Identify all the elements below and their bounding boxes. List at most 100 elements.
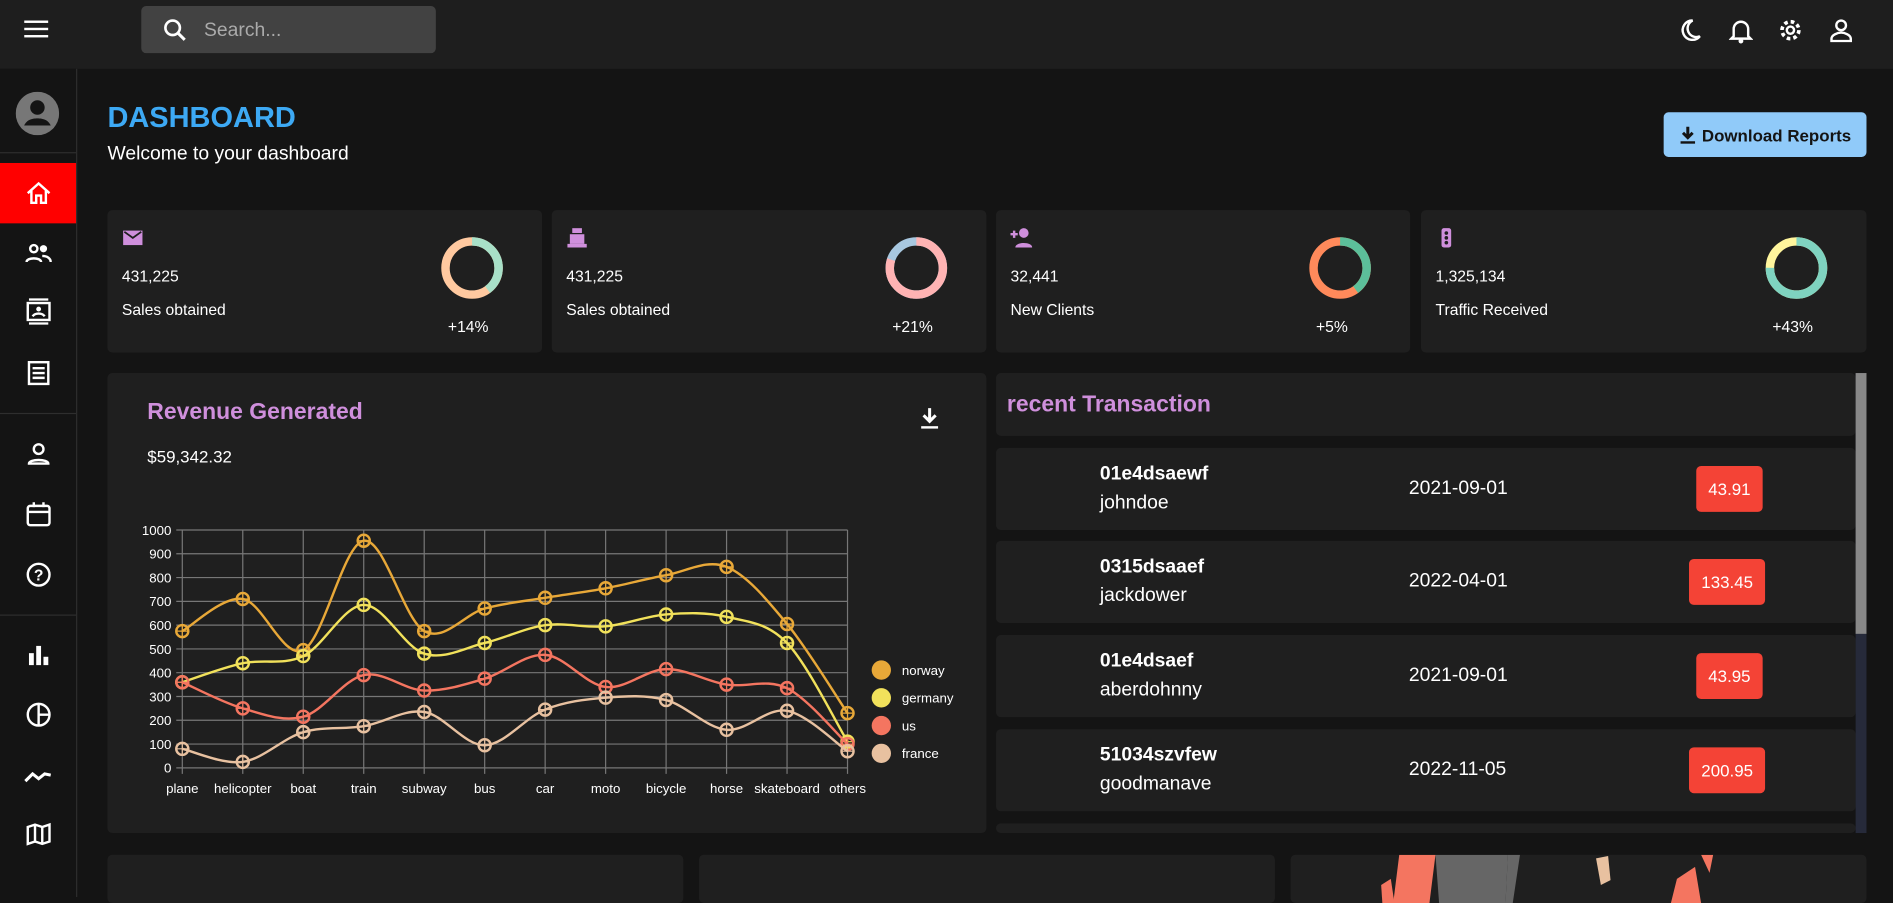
transaction-row: 51034szvfew goodmanave 2022-11-05 200.95 bbox=[996, 729, 1856, 812]
sidebar-item-line-chart[interactable] bbox=[0, 751, 76, 799]
x-tick-label: plane bbox=[166, 781, 198, 796]
data-point-germany bbox=[598, 619, 613, 634]
stat-increase: +21% bbox=[892, 317, 933, 336]
series-line-norway bbox=[181, 539, 849, 714]
data-point-germany bbox=[719, 609, 734, 625]
y-tick-label: 800 bbox=[149, 570, 171, 585]
scrollbar[interactable] bbox=[1855, 373, 1867, 834]
stat-value: 1,325,134 bbox=[1435, 266, 1506, 285]
avatar[interactable] bbox=[15, 91, 60, 136]
data-point-france bbox=[537, 702, 553, 717]
sidebar-item-team[interactable] bbox=[0, 229, 76, 277]
download-reports-button[interactable]: Download Reports bbox=[1663, 112, 1867, 157]
download-icon[interactable] bbox=[919, 407, 941, 431]
stat-card: 1,325,134 Traffic Received +43% bbox=[1420, 210, 1867, 353]
data-point-france bbox=[175, 741, 190, 757]
bar-chart-icon bbox=[28, 645, 48, 666]
data-point-france bbox=[296, 724, 311, 740]
legend-swatch bbox=[871, 715, 891, 736]
transaction-cost: 43.95 bbox=[1696, 653, 1763, 700]
data-point-us bbox=[477, 671, 492, 686]
person-icon[interactable] bbox=[1829, 18, 1853, 43]
data-point-germany bbox=[477, 635, 492, 651]
stat-card: 431,225 Sales obtained +14% bbox=[107, 210, 543, 353]
data-point-germany bbox=[416, 646, 432, 661]
transaction-row: 01e4dsaef aberdohnny 2021-09-01 43.95 bbox=[996, 635, 1856, 718]
point-of-sale-icon bbox=[567, 228, 587, 248]
data-point-norway bbox=[235, 591, 251, 607]
bottom-panel-2 bbox=[699, 854, 1275, 903]
sidebar-item-pie-chart[interactable] bbox=[0, 691, 76, 739]
y-tick-label: 900 bbox=[149, 547, 171, 562]
transaction-date: 2021-09-01 bbox=[1408, 665, 1508, 686]
stat-card: 32,441 New Clients +5% bbox=[996, 210, 1411, 353]
email-icon bbox=[123, 230, 143, 246]
data-point-us bbox=[537, 647, 553, 663]
legend-swatch bbox=[871, 743, 891, 764]
x-tick-label: train bbox=[351, 781, 377, 796]
help-icon: ? bbox=[25, 562, 51, 587]
legend-label: germany bbox=[902, 691, 954, 706]
team-icon bbox=[24, 243, 52, 263]
home-icon bbox=[26, 181, 50, 205]
settings-icon[interactable] bbox=[1778, 18, 1802, 42]
transaction-user: goodmanave bbox=[1099, 773, 1212, 795]
stat-label: New Clients bbox=[1010, 300, 1095, 319]
data-point-us bbox=[719, 677, 734, 692]
y-tick-label: 100 bbox=[149, 737, 171, 752]
y-tick-label: 700 bbox=[149, 594, 171, 609]
transaction-date: 2021-09-01 bbox=[1408, 478, 1508, 499]
legend-swatch bbox=[871, 660, 891, 680]
data-point-norway bbox=[840, 705, 855, 721]
data-point-france bbox=[477, 738, 492, 753]
x-tick-label: car bbox=[536, 781, 555, 796]
transaction-user: jackdower bbox=[1099, 585, 1187, 607]
transaction-row: 01e4dsaewf johndoe 2021-09-01 43.91 bbox=[996, 447, 1856, 531]
data-point-us bbox=[296, 709, 311, 724]
transaction-cost: 133.45 bbox=[1689, 558, 1766, 605]
transaction-date: 2022-04-01 bbox=[1408, 571, 1508, 592]
dark-mode-icon[interactable] bbox=[1678, 18, 1702, 42]
progress-circle bbox=[1765, 237, 1828, 299]
transaction-row: 0315dsaaef jackdower 2022-04-01 133.45 bbox=[996, 540, 1856, 623]
calendar-icon bbox=[25, 502, 51, 527]
x-tick-label: helicopter bbox=[214, 781, 272, 796]
svg-text:?: ? bbox=[33, 568, 43, 585]
data-point-germany bbox=[235, 655, 251, 671]
data-point-norway bbox=[416, 623, 432, 639]
stat-value: 32,441 bbox=[1010, 266, 1059, 285]
line-chart-icon bbox=[23, 771, 51, 783]
transaction-user: johndoe bbox=[1099, 492, 1169, 514]
x-tick-label: skateboard bbox=[754, 781, 820, 796]
menu-icon[interactable] bbox=[24, 19, 49, 38]
receipt-icon bbox=[27, 360, 49, 386]
y-tick-label: 400 bbox=[149, 666, 171, 681]
sidebar-item-contacts[interactable] bbox=[0, 287, 76, 335]
notifications-icon[interactable] bbox=[1728, 17, 1753, 44]
sidebar-item-geography[interactable] bbox=[0, 810, 76, 858]
sidebar-item-invoices[interactable] bbox=[0, 349, 76, 397]
data-point-us bbox=[356, 667, 371, 683]
transaction-date: 2022-11-05 bbox=[1408, 759, 1507, 780]
sidebar-item-home[interactable] bbox=[0, 162, 77, 224]
stat-value: 431,225 bbox=[566, 266, 623, 285]
y-tick-label: 1000 bbox=[142, 523, 172, 538]
x-tick-label: moto bbox=[591, 781, 621, 796]
data-point-france bbox=[840, 743, 855, 759]
data-point-norway bbox=[719, 559, 734, 575]
data-point-norway bbox=[779, 616, 795, 632]
sidebar-item-calendar[interactable] bbox=[0, 490, 76, 538]
download-icon bbox=[1680, 126, 1695, 144]
data-point-france bbox=[356, 718, 371, 734]
geography-map-panel bbox=[1290, 854, 1867, 903]
stat-increase: +14% bbox=[447, 317, 489, 336]
search-icon[interactable] bbox=[163, 18, 187, 42]
legend-label: france bbox=[902, 746, 939, 761]
sidebar-item-faq[interactable]: ? bbox=[0, 551, 76, 599]
legend-swatch bbox=[871, 688, 891, 708]
sidebar-item-bar-chart[interactable] bbox=[0, 630, 76, 678]
sidebar-item-profile[interactable] bbox=[0, 430, 76, 478]
search-input[interactable] bbox=[201, 6, 424, 56]
progress-circle bbox=[1309, 237, 1371, 299]
